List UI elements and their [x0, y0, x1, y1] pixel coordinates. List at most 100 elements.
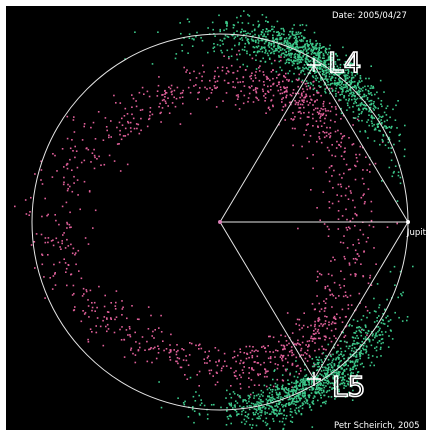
- trojan-asteroid-dot: [294, 55, 297, 58]
- hilda-asteroid-dot: [270, 99, 273, 101]
- hilda-asteroid-dot: [299, 117, 302, 120]
- trojan-asteroid-dot: [134, 31, 136, 33]
- hilda-asteroid-dot: [358, 255, 360, 257]
- hilda-asteroid-dot: [285, 72, 287, 75]
- trojan-asteroid-dot: [325, 369, 327, 371]
- trojan-asteroid-dot: [321, 366, 324, 369]
- hilda-asteroid-dot: [165, 92, 168, 94]
- hilda-asteroid-dot: [318, 318, 321, 321]
- hilda-asteroid-dot: [335, 108, 337, 110]
- trojan-asteroid-dot: [398, 316, 400, 319]
- trojan-asteroid-dot: [241, 28, 243, 31]
- trojan-asteroid-dot: [256, 417, 258, 419]
- trojan-asteroid-dot: [353, 92, 355, 95]
- hilda-asteroid-dot: [339, 241, 342, 244]
- hilda-asteroid-dot: [170, 350, 172, 352]
- trojan-asteroid-dot: [259, 417, 261, 420]
- trojan-asteroid-dot: [388, 126, 391, 128]
- trojan-asteroid-dot: [294, 385, 296, 388]
- trojan-asteroid-dot: [321, 387, 323, 390]
- trojan-asteroid-dot: [350, 71, 353, 74]
- hilda-asteroid-dot: [177, 362, 179, 365]
- trojan-asteroid-dot: [316, 362, 319, 364]
- hilda-asteroid-dot: [107, 328, 110, 330]
- trojan-asteroid-dot: [339, 94, 341, 96]
- trojan-asteroid-dot: [298, 389, 300, 391]
- trojan-asteroid-dot: [262, 391, 264, 394]
- hilda-asteroid-dot: [344, 147, 346, 149]
- trojan-asteroid-dot: [251, 30, 253, 33]
- trojan-asteroid-dot: [347, 373, 349, 376]
- hilda-asteroid-dot: [267, 90, 269, 92]
- hilda-asteroid-dot: [209, 87, 211, 89]
- hilda-asteroid-dot: [95, 325, 97, 327]
- trojan-asteroid-dot: [245, 36, 247, 39]
- trojan-asteroid-dot: [299, 24, 301, 27]
- trojan-asteroid-dot: [238, 42, 241, 44]
- trojan-asteroid-dot: [333, 65, 335, 68]
- hilda-asteroid-dot: [301, 327, 303, 329]
- hilda-asteroid-dot: [289, 93, 292, 96]
- trojan-asteroid-dot: [292, 392, 294, 394]
- hilda-asteroid-dot: [295, 101, 298, 104]
- trojan-asteroid-dot: [228, 56, 230, 58]
- trojan-asteroid-dot: [281, 384, 284, 387]
- trojan-asteroid-dot: [226, 49, 229, 52]
- trojan-asteroid-dot: [350, 373, 352, 375]
- trojan-asteroid-dot: [298, 410, 300, 413]
- trojan-asteroid-dot: [288, 404, 291, 406]
- trojan-asteroid-dot: [291, 32, 294, 34]
- trojan-asteroid-dot: [389, 329, 392, 331]
- trojan-asteroid-dot: [322, 401, 324, 404]
- trojan-asteroid-dot: [354, 377, 356, 379]
- hilda-asteroid-dot: [147, 306, 150, 308]
- trojan-asteroid-dot: [350, 385, 353, 388]
- trojan-asteroid-dot: [282, 27, 284, 30]
- trojan-asteroid-dot: [250, 405, 252, 407]
- hilda-asteroid-dot: [148, 348, 150, 351]
- trojan-asteroid-dot: [321, 379, 324, 382]
- hilda-asteroid-dot: [337, 218, 340, 220]
- trojan-asteroid-dot: [337, 375, 339, 377]
- hilda-asteroid-dot: [308, 116, 310, 118]
- trojan-asteroid-dot: [350, 82, 353, 84]
- hilda-asteroid-dot: [295, 323, 297, 325]
- trojan-asteroid-dot: [387, 147, 390, 149]
- trojan-asteroid-dot: [372, 87, 375, 89]
- hilda-asteroid-dot: [342, 242, 345, 244]
- trojan-asteroid-dot: [390, 151, 393, 154]
- trojan-asteroid-dot: [314, 72, 316, 74]
- trojan-asteroid-dot: [319, 43, 321, 45]
- trojan-asteroid-dot: [246, 52, 248, 55]
- trojan-asteroid-dot: [341, 91, 343, 93]
- trojan-asteroid-dot: [403, 155, 406, 158]
- trojan-asteroid-dot: [271, 39, 274, 42]
- trojan-asteroid-dot: [387, 325, 389, 327]
- trojan-asteroid-dot: [324, 69, 326, 72]
- trojan-asteroid-dot: [263, 47, 266, 49]
- trojan-asteroid-dot: [325, 76, 327, 78]
- trojan-asteroid-dot: [352, 76, 355, 79]
- hilda-asteroid-dot: [211, 89, 213, 91]
- trojan-asteroid-dot: [353, 364, 356, 366]
- trojan-asteroid-dot: [331, 387, 334, 389]
- trojan-asteroid-dot: [345, 98, 347, 101]
- trojan-asteroid-dot: [346, 380, 348, 382]
- hilda-asteroid-dot: [185, 359, 188, 362]
- trojan-asteroid-dot: [195, 391, 197, 393]
- hilda-asteroid-dot: [41, 253, 43, 256]
- trojan-asteroid-dot: [260, 400, 262, 403]
- hilda-asteroid-dot: [292, 353, 295, 356]
- hilda-asteroid-dot: [297, 364, 299, 367]
- trojan-asteroid-dot: [286, 42, 288, 45]
- trojan-asteroid-dot: [240, 421, 243, 424]
- hilda-asteroid-dot: [256, 362, 259, 364]
- credit-text: Petr Scheirich, 2005: [334, 421, 420, 430]
- trojan-asteroid-dot: [289, 398, 291, 400]
- trojan-asteroid-dot: [368, 340, 371, 343]
- trojan-asteroid-dot: [358, 352, 361, 354]
- trojan-asteroid-dot: [283, 410, 285, 412]
- hilda-asteroid-dot: [72, 119, 75, 121]
- trojan-asteroid-dot: [288, 70, 291, 72]
- trojan-asteroid-dot: [289, 35, 292, 38]
